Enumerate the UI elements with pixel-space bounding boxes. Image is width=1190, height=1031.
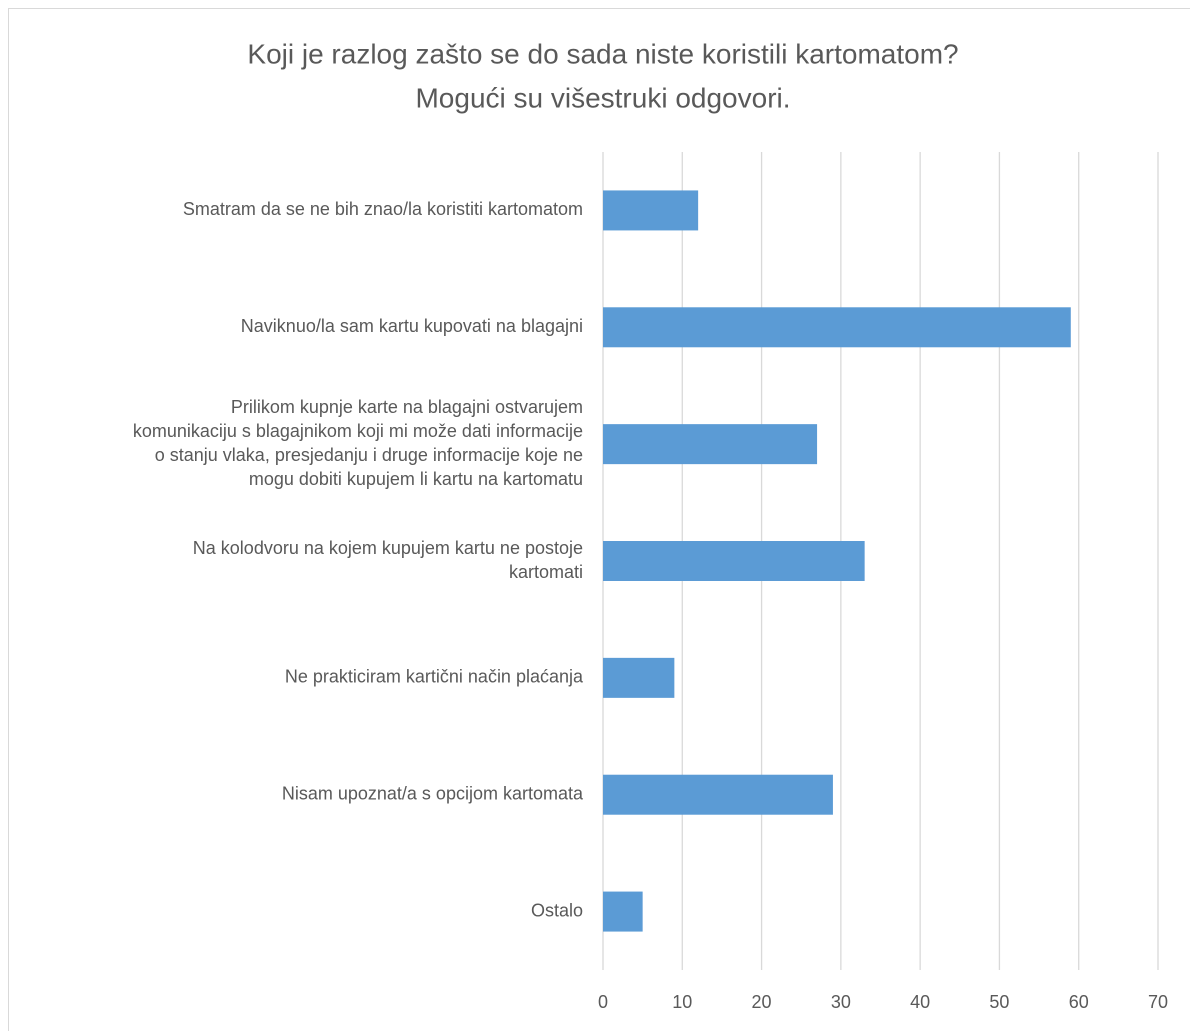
x-tick-label: 50	[989, 992, 1009, 1012]
y-tick-label: o stanju vlaka, presjedanju i druge info…	[155, 445, 583, 465]
bar	[603, 891, 643, 932]
y-tick-label: Naviknuo/la sam kartu kupovati na blagaj…	[241, 316, 583, 336]
y-tick-label: Ostalo	[531, 900, 583, 920]
y-tick-label: komunikaciju s blagajnikom koji mi može …	[133, 421, 583, 441]
chart-title: Koji je razlog zašto se do sada niste ko…	[247, 38, 958, 69]
bar	[603, 657, 675, 698]
y-tick-label: Nisam upoznat/a s opcijom kartomata	[282, 783, 584, 803]
x-tick-label: 60	[1069, 992, 1089, 1012]
y-tick-label: Na kolodvoru na kojem kupujem kartu ne p…	[193, 538, 583, 558]
y-tick-label: kartomati	[509, 562, 583, 582]
x-tick-label: 30	[831, 992, 851, 1012]
x-tick-label: 0	[598, 992, 608, 1012]
bar	[603, 541, 865, 581]
x-tick-label: 70	[1148, 992, 1168, 1012]
x-tick-label: 20	[752, 992, 772, 1012]
bar	[603, 774, 833, 815]
bar	[603, 307, 1071, 348]
bar	[603, 190, 699, 231]
y-tick-label: Smatram da se ne bih znao/la koristiti k…	[183, 199, 583, 219]
y-tick-label: Prilikom kupnje karte na blagajni ostvar…	[231, 397, 583, 417]
x-tick-label: 10	[672, 992, 692, 1012]
x-tick-label: 40	[910, 992, 930, 1012]
chart-title: Mogući su višestruki odgovori.	[415, 82, 790, 113]
y-tick-label: Ne prakticiram kartični način plaćanja	[285, 667, 584, 687]
bar	[603, 424, 818, 465]
chart-border	[8, 8, 1190, 1031]
y-tick-label: mogu dobiti kupujem li kartu na kartomat…	[249, 469, 583, 489]
